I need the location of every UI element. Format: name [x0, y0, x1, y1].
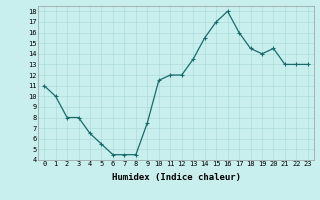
X-axis label: Humidex (Indice chaleur): Humidex (Indice chaleur) [111, 173, 241, 182]
